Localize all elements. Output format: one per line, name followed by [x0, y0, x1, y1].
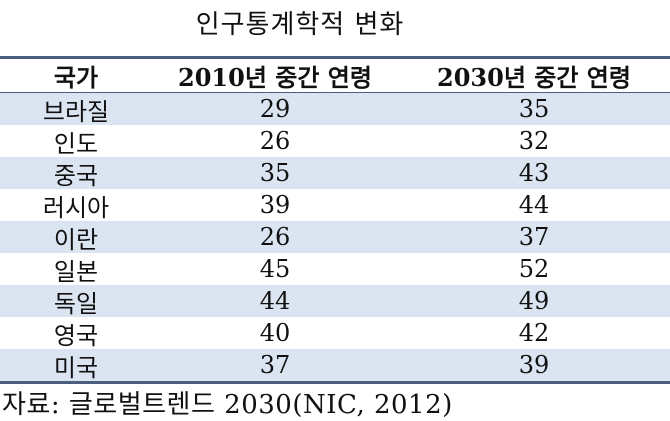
page-title: 인구통계학적 변화 [195, 10, 405, 40]
header-2010: 2010년 중간 연령 [178, 63, 372, 92]
country-cell: 영국 [53, 321, 99, 350]
country-cell: 미국 [53, 353, 99, 382]
country-cell: 인도 [53, 129, 99, 158]
age-2010-cell: 26 [259, 127, 291, 155]
age-2010-cell: 35 [259, 159, 291, 187]
table-row: 독일 44 49 [0, 285, 670, 318]
age-2030-cell: 43 [518, 159, 550, 187]
age-2010-cell: 26 [259, 223, 291, 251]
age-2010-cell: 39 [259, 191, 291, 219]
table-row: 이란 26 37 [0, 221, 670, 254]
table-row: 영국 40 42 [0, 317, 670, 350]
age-2030-cell: 49 [518, 287, 550, 315]
table-row: 브라질 29 35 [0, 93, 670, 126]
age-2010-cell: 44 [259, 287, 291, 315]
age-2010-cell: 29 [259, 95, 291, 123]
age-2030-cell: 42 [518, 319, 550, 347]
age-2030-cell: 39 [518, 351, 550, 379]
country-cell: 일본 [53, 257, 99, 286]
table-row: 중국 35 43 [0, 157, 670, 190]
age-2010-cell: 45 [259, 255, 291, 283]
country-cell: 브라질 [42, 97, 110, 126]
country-cell: 러시아 [42, 193, 110, 222]
country-cell: 이란 [53, 225, 99, 254]
table-row: 미국 37 39 [0, 349, 670, 382]
header-country: 국가 [53, 63, 99, 92]
table-row: 러시아 39 44 [0, 189, 670, 222]
age-2030-cell: 32 [518, 127, 550, 155]
table-row: 일본 45 52 [0, 253, 670, 286]
source-caption: 자료: 글로벌트렌드 2030(NIC, 2012) [2, 390, 453, 420]
table-row: 인도 26 32 [0, 125, 670, 158]
country-cell: 독일 [53, 289, 99, 318]
age-2030-cell: 44 [518, 191, 550, 219]
table-header-row: 국가 2010년 중간 연령 2030년 중간 연령 [0, 59, 670, 93]
age-2030-cell: 35 [518, 95, 550, 123]
country-cell: 중국 [53, 161, 99, 190]
age-2030-cell: 52 [518, 255, 550, 283]
age-2010-cell: 37 [259, 351, 291, 379]
age-2030-cell: 37 [518, 223, 550, 251]
median-age-table: 국가 2010년 중간 연령 2030년 중간 연령 브라질 29 35 인도 … [0, 56, 670, 384]
age-2010-cell: 40 [259, 319, 291, 347]
header-2030: 2030년 중간 연령 [437, 63, 631, 92]
